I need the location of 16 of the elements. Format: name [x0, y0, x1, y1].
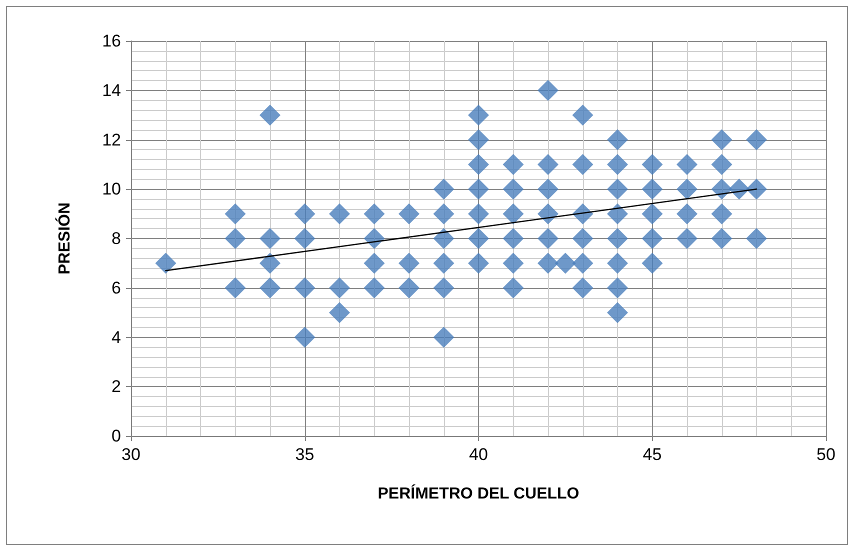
- x-tick-label: 50: [816, 445, 836, 464]
- x-tick-label: 40: [469, 445, 488, 464]
- y-tick-label: 6: [112, 278, 121, 298]
- y-tick-label: 16: [102, 32, 121, 50]
- y-tick-label: 14: [102, 80, 121, 100]
- x-axis-title: PERÍMETRO DEL CUELLO: [378, 484, 580, 502]
- y-tick-label: 4: [112, 328, 121, 347]
- y-tick-label: 8: [112, 229, 121, 248]
- y-tick-label: 10: [102, 180, 121, 199]
- x-tick-label: 45: [642, 445, 662, 464]
- y-tick-label: 12: [102, 130, 121, 150]
- x-tick-label: 35: [295, 445, 314, 464]
- y-tick-label: 0: [112, 426, 121, 446]
- x-tick-label: 30: [122, 445, 140, 464]
- y-axis-title: PRESIÓN: [54, 202, 74, 275]
- y-tick-label: 2: [112, 377, 121, 396]
